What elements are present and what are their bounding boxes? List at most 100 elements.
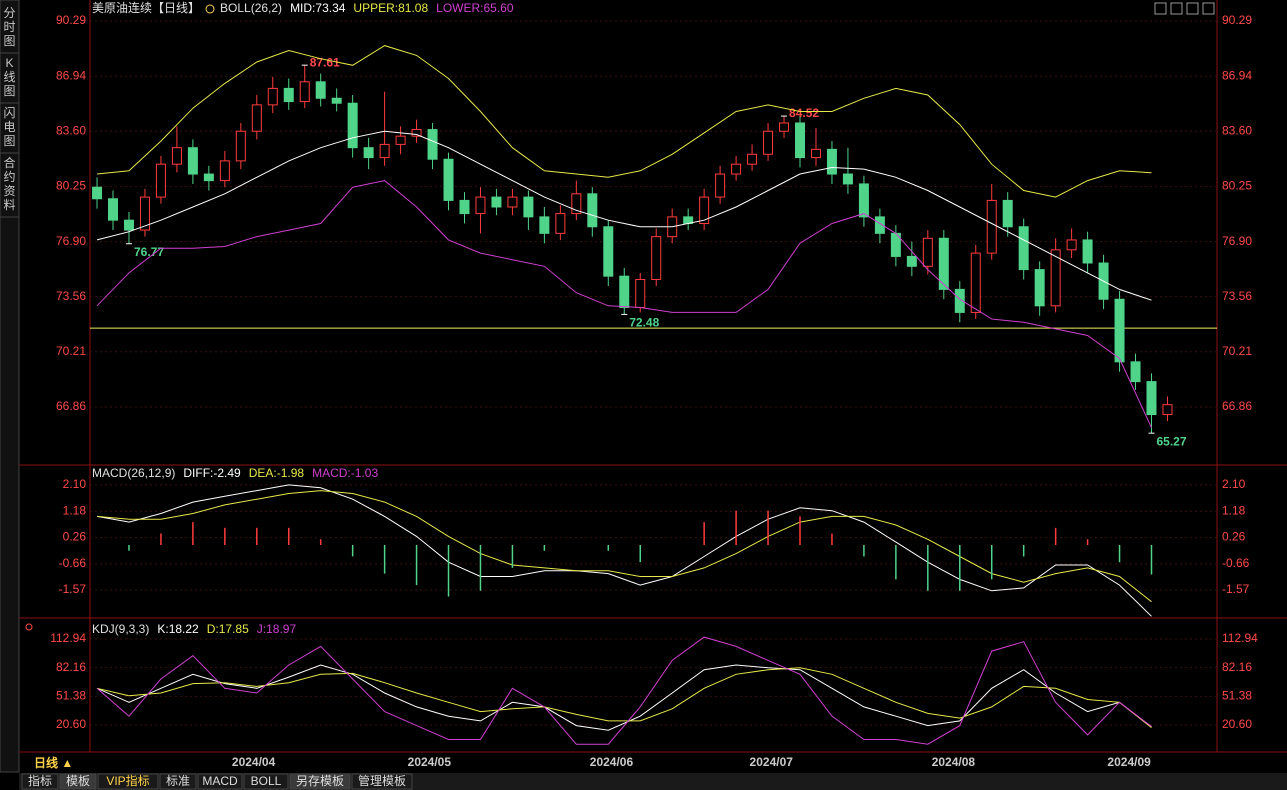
candle-body bbox=[139, 196, 150, 231]
indicator-line bbox=[96, 45, 1152, 198]
candle-body bbox=[203, 173, 214, 182]
y-tick-label: 2.10 bbox=[63, 477, 87, 491]
window-buttons bbox=[1154, 2, 1215, 15]
y-tick-label-right: 90.29 bbox=[1222, 13, 1252, 27]
toolbar-tab[interactable] bbox=[351, 773, 413, 790]
toolbar-tab[interactable] bbox=[197, 773, 243, 790]
title-icon[interactable] bbox=[205, 4, 215, 14]
y-tick-label: 90.29 bbox=[56, 13, 86, 27]
candle-body bbox=[187, 147, 198, 175]
candle-body bbox=[523, 196, 534, 218]
candle-body bbox=[795, 122, 806, 159]
candle-body bbox=[443, 158, 454, 201]
candle-body bbox=[747, 153, 758, 165]
candle-body bbox=[411, 129, 422, 137]
toolbar-tab[interactable] bbox=[21, 773, 59, 790]
y-tick-label-right: -0.66 bbox=[1222, 556, 1250, 570]
candle-body bbox=[1018, 226, 1029, 271]
candle-body bbox=[619, 275, 630, 308]
y-tick-label: 112.94 bbox=[50, 631, 86, 645]
legend-entry: DIFF:-2.49 bbox=[183, 466, 241, 480]
candle-body bbox=[108, 198, 119, 221]
y-tick-label-right: 112.94 bbox=[1222, 631, 1258, 645]
y-tick-label: 70.21 bbox=[56, 344, 86, 358]
period-button[interactable]: 日线 ▲ bbox=[34, 755, 73, 770]
sidebar-tab[interactable]: 合约资料 bbox=[3, 155, 15, 212]
candle-body bbox=[587, 193, 598, 228]
y-tick-label-right: 20.60 bbox=[1222, 717, 1252, 731]
toolbar-tab[interactable] bbox=[97, 773, 159, 790]
toolbar-tab[interactable] bbox=[243, 773, 289, 790]
x-tick-label: 2024/09 bbox=[1107, 755, 1151, 769]
indicator-line bbox=[96, 636, 1152, 745]
candle-body bbox=[1162, 404, 1173, 416]
y-tick-label-right: 51.38 bbox=[1222, 689, 1252, 703]
y-tick-label-right: 76.90 bbox=[1222, 234, 1252, 248]
button[interactable] bbox=[1170, 2, 1183, 15]
legend-entry: D:17.85 bbox=[207, 622, 249, 636]
legend-entry: DEA:-1.98 bbox=[249, 466, 305, 480]
candle-body bbox=[267, 87, 278, 106]
x-tick-label: 2024/04 bbox=[232, 755, 276, 769]
indicator-line bbox=[96, 484, 1152, 617]
candle-body bbox=[1002, 199, 1013, 228]
button[interactable] bbox=[1154, 2, 1167, 15]
y-tick-label-right: 2.10 bbox=[1222, 477, 1246, 491]
toolbar-label: 指标 bbox=[28, 773, 52, 788]
x-tick-label: 2024/08 bbox=[932, 755, 976, 769]
y-tick-label-right: 82.16 bbox=[1222, 660, 1252, 674]
legend-entry: MACD:-1.03 bbox=[312, 466, 378, 480]
candle-body bbox=[475, 196, 486, 215]
y-tick-label: -1.57 bbox=[59, 582, 87, 596]
indicator-line bbox=[96, 664, 1152, 731]
extreme-label: 84.52 bbox=[789, 106, 819, 120]
y-tick-label-right: -1.57 bbox=[1222, 582, 1250, 596]
candle-body bbox=[1066, 239, 1077, 251]
sidebar-tab[interactable]: K 线图 bbox=[3, 56, 15, 98]
y-tick-label: 66.86 bbox=[56, 399, 86, 413]
extreme-label: 65.27 bbox=[1156, 434, 1186, 448]
candle-body bbox=[826, 148, 837, 175]
y-tick-label: 0.26 bbox=[63, 530, 87, 544]
legend-entry: MID:73.34 bbox=[290, 1, 346, 15]
toolbar-label: VIP指标 bbox=[106, 773, 149, 788]
x-tick-label: 2024/05 bbox=[408, 755, 452, 769]
toolbar-tab[interactable] bbox=[289, 773, 351, 790]
button[interactable] bbox=[1202, 2, 1215, 15]
candle-body bbox=[235, 130, 246, 162]
candle-body bbox=[651, 236, 662, 280]
toolbar-tabs: 指标 模板 VIP指标 标准 MACD BOLL 另存模板 管理模板 bbox=[21, 773, 413, 790]
y-tick-label: 1.18 bbox=[63, 503, 87, 517]
extreme-label: 76.77 bbox=[134, 245, 164, 259]
candle-body bbox=[123, 219, 134, 231]
indicator-line bbox=[96, 490, 1152, 603]
candle-body bbox=[1114, 298, 1125, 363]
x-tick-label: 2024/07 bbox=[750, 755, 794, 769]
candle-body bbox=[986, 199, 997, 254]
candle-body bbox=[938, 237, 949, 290]
candle-body bbox=[155, 163, 166, 198]
candle-body bbox=[251, 104, 262, 132]
toolbar-label: 管理模板 bbox=[358, 773, 406, 788]
candle-body bbox=[491, 196, 502, 208]
y-tick-label-right: 86.94 bbox=[1222, 68, 1252, 82]
y-tick-label: 86.94 bbox=[56, 68, 86, 82]
toolbar-label: MACD bbox=[202, 774, 238, 788]
toolbar-tab[interactable] bbox=[59, 773, 97, 790]
sidebar-tab[interactable]: 分时图 bbox=[3, 6, 15, 48]
y-tick-label: 82.16 bbox=[56, 660, 86, 674]
candle-body bbox=[954, 288, 965, 313]
candle-body bbox=[92, 186, 103, 200]
plot: 90.29 90.29 86.94 86.94 83.60 83.60 80.25 80.25… bbox=[50, 0, 1258, 769]
x-tick-label: 2024/06 bbox=[590, 755, 634, 769]
button[interactable] bbox=[1186, 2, 1199, 15]
indicator-line bbox=[96, 130, 1152, 301]
panel-title: KDJ(9,3,3) bbox=[92, 622, 149, 636]
candle-body bbox=[1082, 239, 1093, 264]
sidebar-tab[interactable]: 闪电图 bbox=[3, 106, 15, 148]
y-tick-label: -0.66 bbox=[59, 556, 87, 570]
toolbar-tab[interactable] bbox=[159, 773, 197, 790]
candle-body bbox=[347, 102, 358, 149]
